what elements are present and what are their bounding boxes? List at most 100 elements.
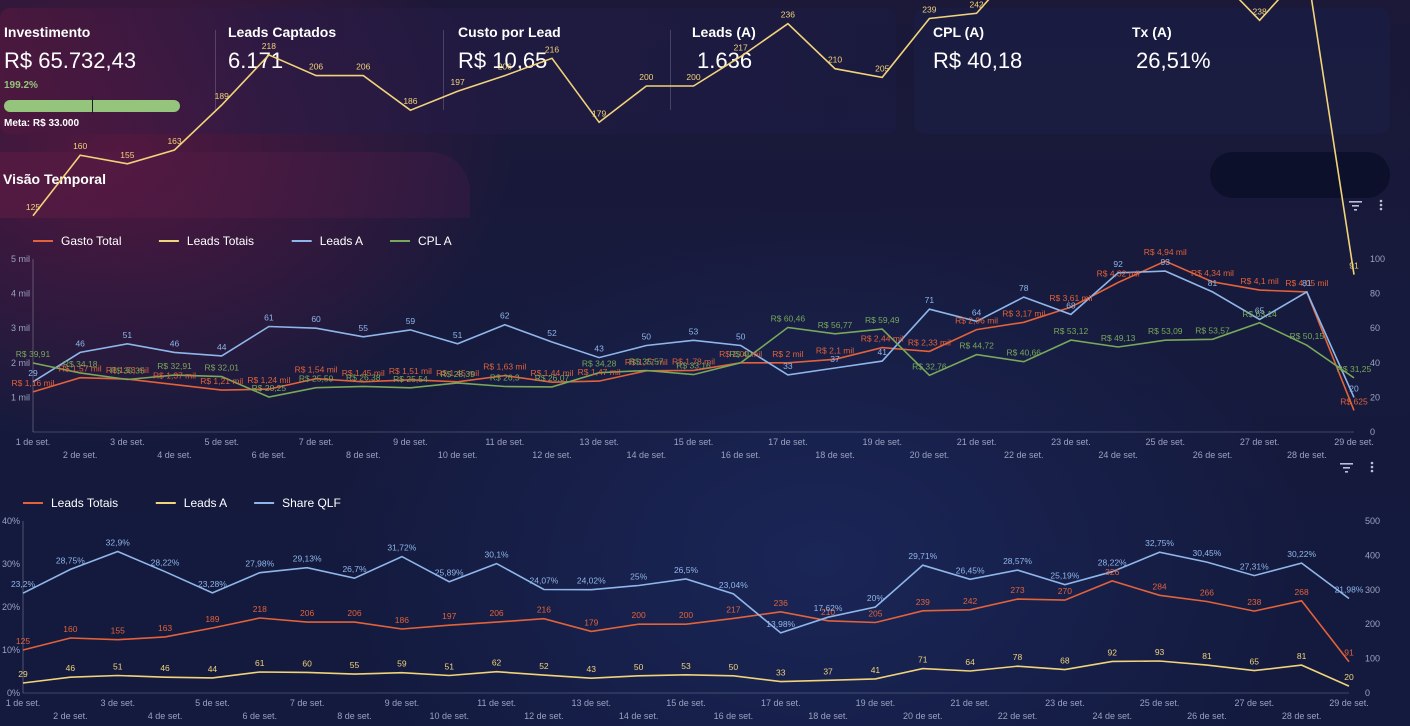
right-axis-tick: 80 [1370, 289, 1380, 299]
data-label: 91 [1349, 261, 1359, 271]
data-label: 93 [1161, 257, 1171, 267]
data-label: R$ 2,1 mil [816, 345, 854, 355]
x-axis-tick: 12 de set. [524, 711, 564, 721]
right-axis-tick: 20 [1370, 392, 1380, 402]
data-label: R$ 32,91 [157, 361, 192, 371]
data-label: 61 [255, 658, 265, 668]
data-label: 21,98% [1335, 584, 1364, 594]
data-label: 160 [63, 624, 77, 634]
x-axis-tick: 20 de set. [910, 450, 950, 460]
kpi-card-secondary [914, 8, 1390, 134]
data-label: R$ 20,25 [252, 383, 287, 393]
kpi-leads-a-label: Leads (A) [692, 24, 756, 40]
data-label: R$ 31,25 [1337, 364, 1372, 374]
data-label: 65 [1250, 657, 1260, 667]
kpi-investimento-meta: Meta: R$ 33.000 [4, 118, 80, 129]
x-axis-tick: 11 de set. [477, 698, 516, 708]
right-axis-tick: 100 [1365, 654, 1380, 664]
chart-top: 1 mil 2 mil 3 mil 4 mil 5 mil 0 20 40 60 80 100 1 d… [11, 0, 1385, 460]
data-label: 50 [642, 332, 652, 342]
data-label: 197 [451, 77, 465, 87]
data-label: R$ 35,57 [629, 356, 664, 366]
data-label: 33 [776, 668, 786, 678]
filter-icon[interactable] [1340, 462, 1353, 475]
kpi-card-main [0, 8, 896, 134]
data-label: R$ 39,91 [16, 349, 51, 359]
data-label: 200 [632, 610, 646, 620]
filter-icon[interactable] [1349, 200, 1362, 213]
data-label: 81 [1302, 278, 1312, 288]
data-label: 61 [264, 312, 274, 322]
right-axis-tick: 0 [1365, 688, 1370, 698]
data-label: 217 [726, 604, 740, 614]
data-label: 81 [1297, 651, 1307, 661]
more-vertical-icon[interactable] [1379, 199, 1383, 213]
kpi-investimento: Investimento R$ 65.732,43 [4, 24, 136, 74]
x-axis-tick: 10 de set. [438, 450, 478, 460]
legend-entry: Gasto Total [61, 234, 121, 248]
data-label: R$ 30,35 [110, 365, 145, 375]
data-label: 28,22% [1098, 558, 1127, 568]
data-label: R$ 1,45 mil [342, 368, 385, 378]
date-filter-pill[interactable] [1210, 152, 1390, 198]
data-label: 236 [774, 598, 788, 608]
data-label: R$ 3,61 mil [1049, 293, 1092, 303]
right-axis-tick: 60 [1370, 323, 1380, 333]
data-label: 26,7% [342, 564, 367, 574]
left-axis-tick: 4 mil [11, 289, 30, 299]
x-axis-tick: 22 de set. [998, 711, 1038, 721]
left-axis-tick: 3 mil [11, 323, 30, 333]
data-label: 62 [500, 311, 510, 321]
data-label: 189 [215, 91, 229, 101]
data-label: 78 [1019, 283, 1029, 293]
kpi-cpl-a-value: R$ 40,18 [933, 48, 1023, 73]
data-label: 46 [170, 338, 180, 348]
data-label: 125 [16, 636, 30, 646]
data-label: 238 [1247, 597, 1261, 607]
data-label: R$ 4,34 mil [1191, 268, 1234, 278]
data-label: 46 [75, 338, 85, 348]
data-label: 23,2% [11, 579, 36, 589]
kpi-divider [670, 30, 671, 110]
kpi-leads-a: Leads (A) 1.636 [692, 24, 756, 74]
data-label: 273 [1010, 585, 1024, 595]
kpi-investimento-value: R$ 65.732,43 [4, 48, 137, 73]
data-label: 179 [584, 617, 598, 627]
data-label: 29,71% [908, 551, 937, 561]
data-label: 186 [395, 615, 409, 625]
data-label: 284 [1152, 581, 1166, 591]
data-label: 20 [1344, 672, 1354, 682]
more-vertical-icon[interactable] [1370, 461, 1374, 475]
left-axis-tick: 10% [2, 645, 20, 655]
x-axis-tick: 16 de set. [721, 450, 761, 460]
x-axis-tick: 15 de set. [674, 437, 714, 447]
data-label: 44 [217, 342, 227, 352]
x-axis-tick: 15 de set. [666, 698, 706, 708]
data-label: 155 [120, 150, 134, 160]
kpi-tx-a-value: 26,51% [1136, 48, 1211, 73]
data-label: 29,13% [293, 554, 322, 564]
data-label: 25,19% [1050, 571, 1079, 581]
data-label: R$ 63,14 [1242, 309, 1277, 319]
x-axis-tick: 11 de set. [485, 437, 524, 447]
data-label: 20 [1349, 383, 1359, 393]
data-label: 78 [1013, 652, 1023, 662]
data-label: 238 [1253, 6, 1267, 16]
data-label: R$ 32,76 [912, 361, 947, 371]
data-label: 13,98% [766, 619, 795, 629]
x-axis-tick: 29 de set. [1329, 698, 1369, 708]
x-axis-tick: 14 de set. [619, 711, 659, 721]
data-label: 43 [594, 344, 604, 354]
x-axis-tick: 28 de set. [1287, 450, 1327, 460]
data-label: 205 [875, 63, 889, 73]
data-label: 206 [498, 62, 512, 72]
data-label: R$ 1,53 mil [106, 365, 149, 375]
data-label: R$ 1,16 mil [12, 378, 55, 388]
data-label: R$ 32,01 [204, 363, 239, 373]
series-line-leads-a [22, 660, 1350, 687]
data-label: 55 [359, 323, 369, 333]
data-label: 51 [113, 661, 123, 671]
data-label: 30,22% [1287, 549, 1316, 559]
left-axis-tick: 2 mil [11, 358, 30, 368]
data-label: 186 [403, 96, 417, 106]
